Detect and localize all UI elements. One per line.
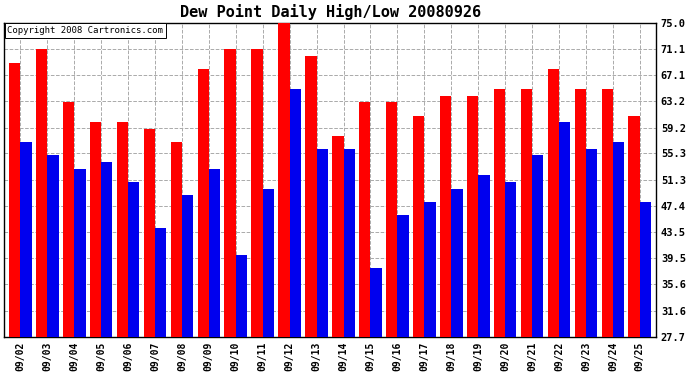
Bar <box>532 156 544 337</box>
Bar <box>305 56 317 337</box>
Bar <box>9 63 20 337</box>
Bar <box>559 122 571 337</box>
Bar <box>386 102 397 337</box>
Bar <box>224 49 236 337</box>
Bar <box>182 195 193 337</box>
Bar <box>20 142 32 337</box>
Bar <box>397 215 408 337</box>
Bar <box>63 102 75 337</box>
Bar <box>47 156 59 337</box>
Bar <box>170 142 182 337</box>
Bar <box>521 89 532 337</box>
Bar <box>467 96 478 337</box>
Bar <box>101 162 112 337</box>
Bar <box>440 96 451 337</box>
Bar <box>128 182 139 337</box>
Bar <box>424 202 435 337</box>
Bar <box>413 116 424 337</box>
Bar <box>144 129 155 337</box>
Bar <box>548 69 559 337</box>
Bar <box>371 268 382 337</box>
Bar <box>494 89 505 337</box>
Bar <box>602 89 613 337</box>
Bar <box>344 149 355 337</box>
Bar <box>263 189 274 337</box>
Bar <box>586 149 598 337</box>
Bar <box>629 116 640 337</box>
Bar <box>451 189 462 337</box>
Bar <box>236 255 247 337</box>
Bar <box>505 182 516 337</box>
Bar <box>640 202 651 337</box>
Bar <box>278 16 290 337</box>
Bar <box>613 142 624 337</box>
Bar <box>290 89 301 337</box>
Bar <box>332 135 344 337</box>
Bar <box>36 49 47 337</box>
Bar <box>478 176 489 337</box>
Bar <box>317 149 328 337</box>
Bar <box>359 102 371 337</box>
Bar <box>251 49 263 337</box>
Bar <box>75 169 86 337</box>
Bar <box>197 69 209 337</box>
Title: Dew Point Daily High/Low 20080926: Dew Point Daily High/Low 20080926 <box>179 4 481 20</box>
Bar <box>90 122 101 337</box>
Bar <box>117 122 128 337</box>
Text: Copyright 2008 Cartronics.com: Copyright 2008 Cartronics.com <box>8 26 164 35</box>
Bar <box>575 89 586 337</box>
Bar <box>155 228 166 337</box>
Bar <box>209 169 220 337</box>
